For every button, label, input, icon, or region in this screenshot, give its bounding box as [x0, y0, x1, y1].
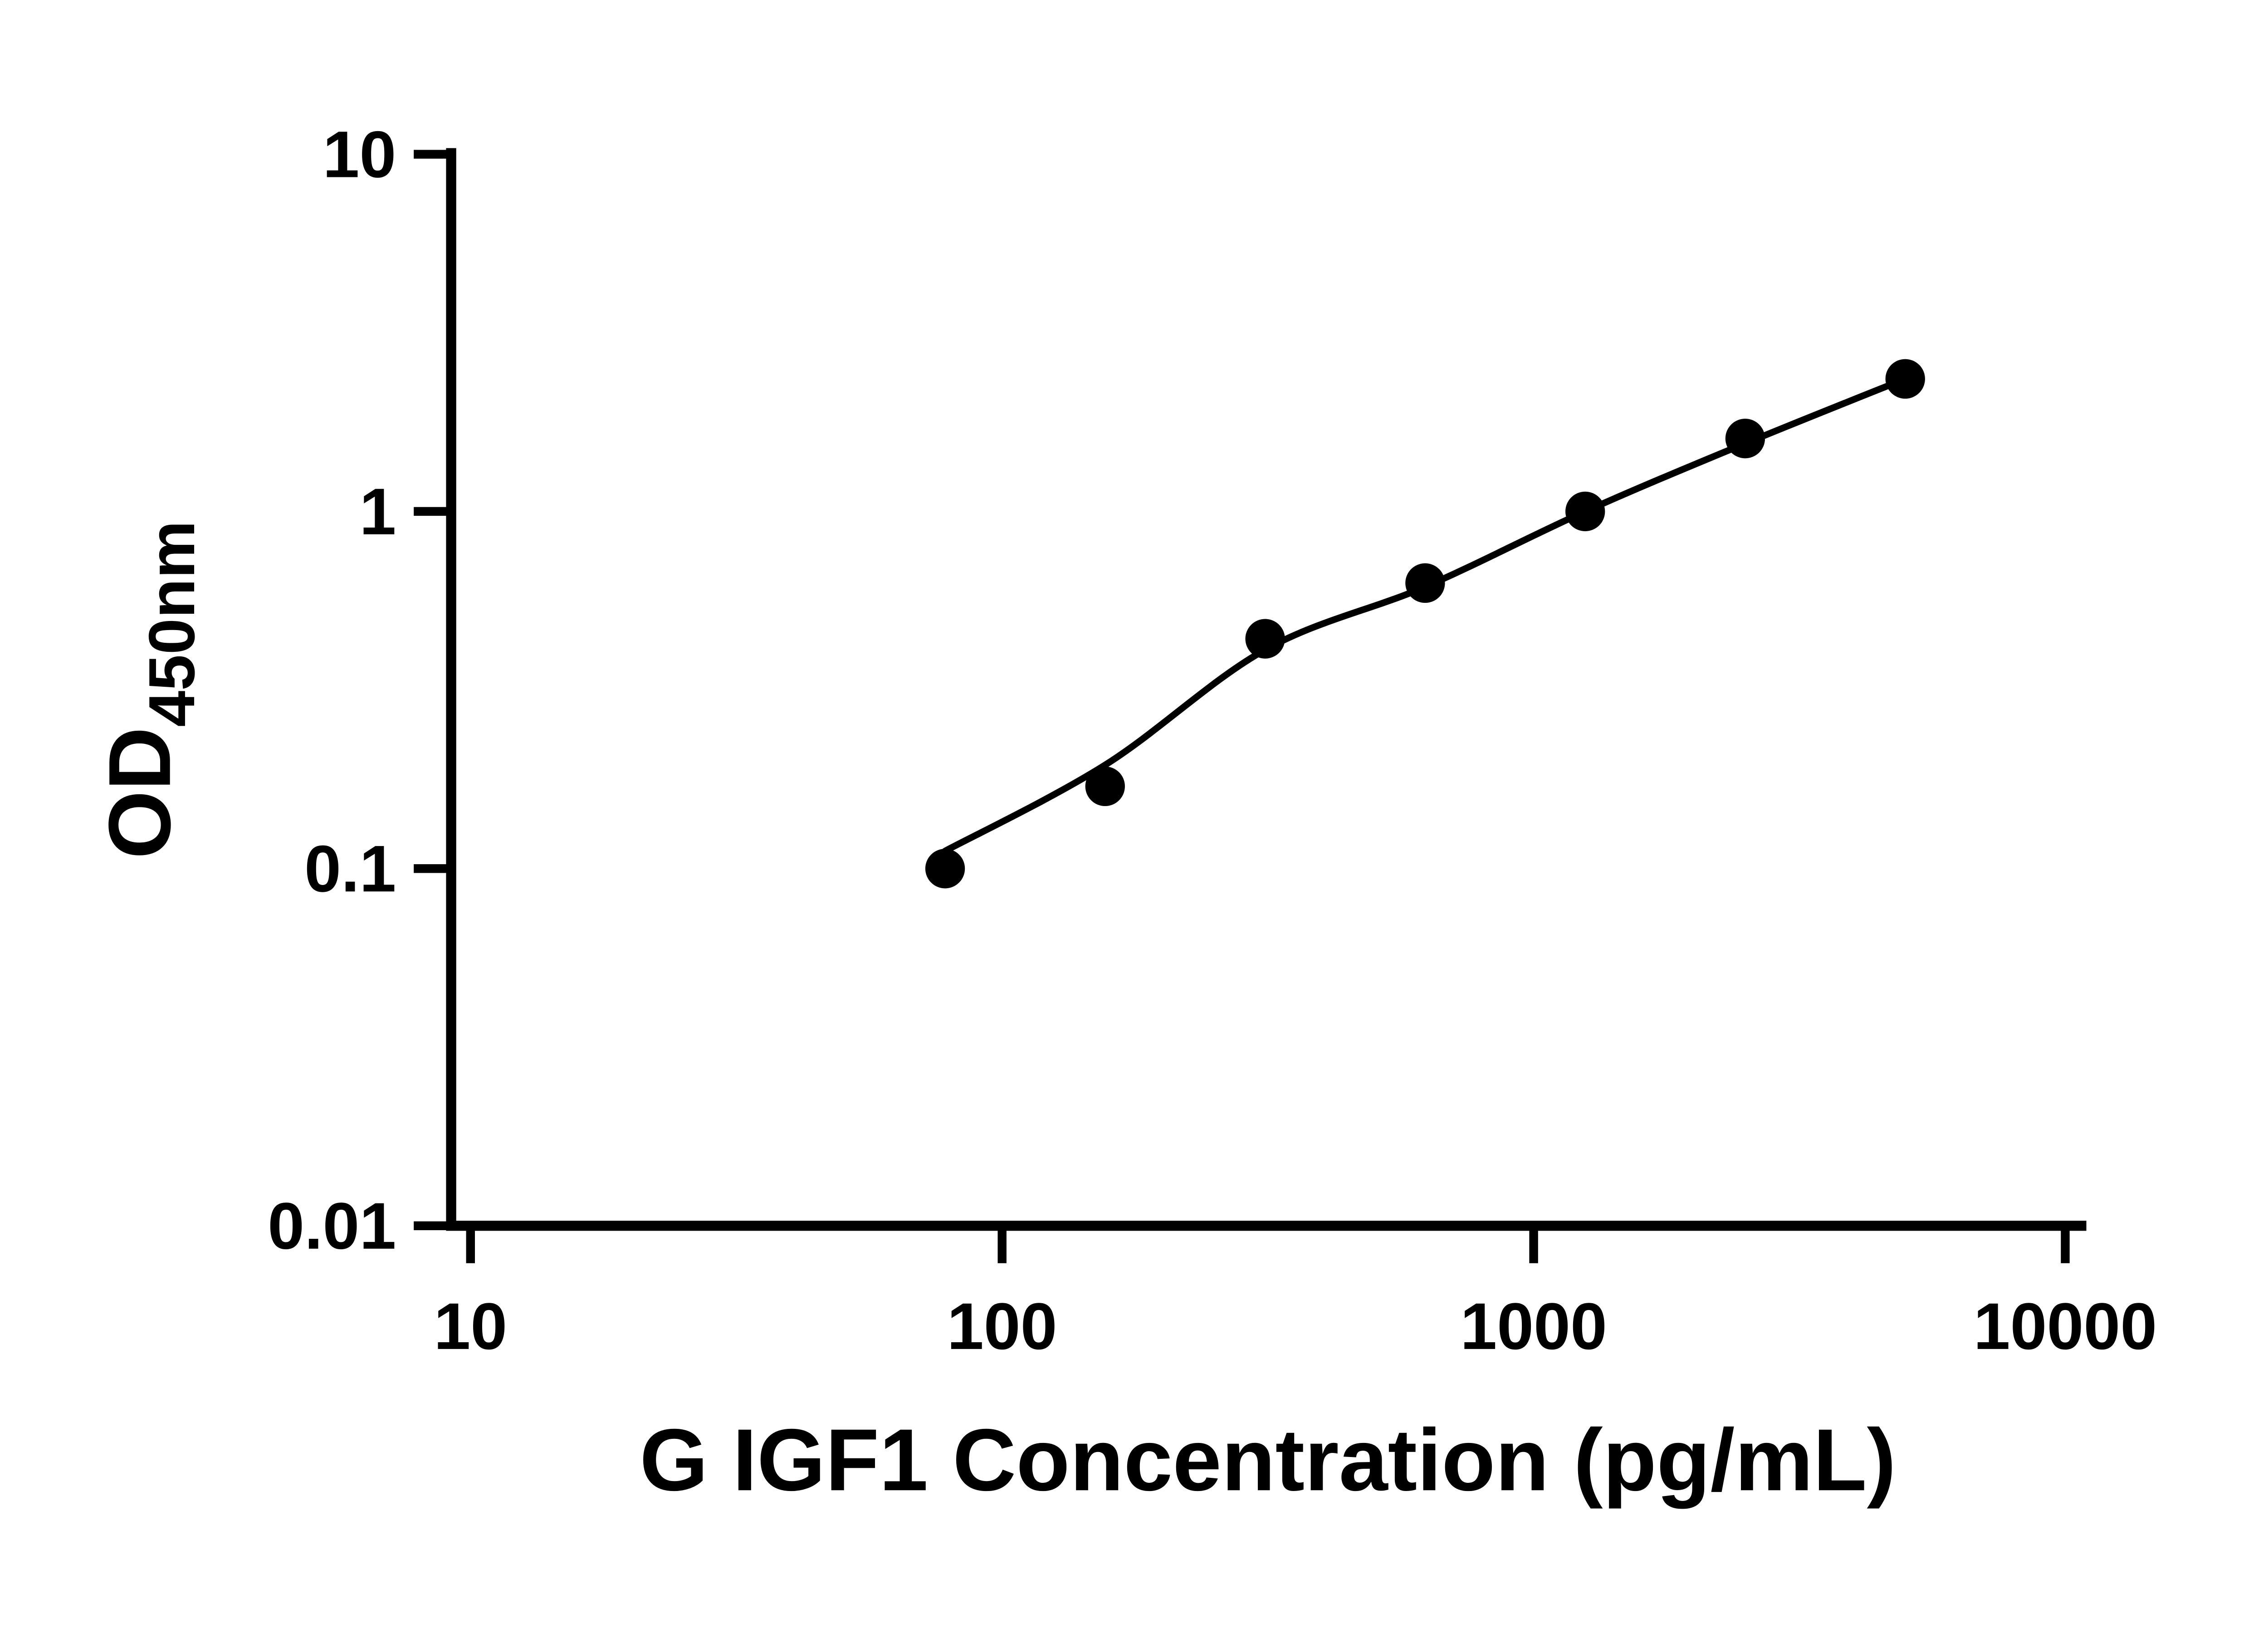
x-tick-label: 100: [947, 1289, 1057, 1363]
axis-titles: G IGF1 Concentration (pg/mL) OD450nm: [91, 521, 1896, 1510]
data-point: [1405, 563, 1445, 603]
axes: [446, 148, 2087, 1231]
x-tick-label: 1000: [1460, 1289, 1607, 1363]
y-tick-label: 1: [359, 474, 396, 548]
y-tick-label: 0.01: [268, 1189, 396, 1263]
data-point: [1885, 359, 1925, 399]
data-point: [1085, 766, 1125, 807]
y-axis-title-subscript: 450nm: [136, 521, 208, 727]
tick-marks: [414, 150, 2070, 1263]
y-axis-title-main: OD: [91, 727, 189, 859]
data-point: [1565, 491, 1605, 532]
data-point: [1245, 619, 1285, 659]
axis-spines: [446, 148, 2087, 1231]
x-axis-title: G IGF1 Concentration (pg/mL): [640, 1411, 1896, 1509]
x-tick-label: 10: [434, 1289, 507, 1363]
tick-labels: 0.01 0.1 1 10 10 100 1000 10000: [268, 117, 2157, 1363]
data-point: [1725, 419, 1765, 459]
elisa-standard-curve-figure: 0.01 0.1 1 10 10 100 1000 10000 G IGF1 Concentr…: [18, 7, 2268, 1592]
data-point: [925, 849, 965, 889]
y-axis-title: OD450nm: [91, 521, 208, 859]
x-tick-label: 10000: [1974, 1289, 2157, 1363]
data-points-group: [925, 359, 1925, 889]
y-tick-label: 10: [323, 117, 396, 191]
standard-curve-chart: 0.01 0.1 1 10 10 100 1000 10000 G IGF1 Concentr…: [91, 117, 2157, 1510]
y-tick-label: 0.1: [304, 831, 396, 905]
